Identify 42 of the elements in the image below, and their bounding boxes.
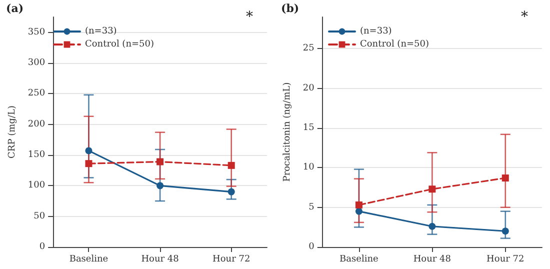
y-tick-label: 100 bbox=[28, 180, 46, 191]
point bbox=[355, 201, 362, 208]
annotation: * bbox=[246, 9, 253, 25]
y-tick-label: 5 bbox=[308, 202, 315, 212]
y-tick-label: 200 bbox=[28, 119, 46, 130]
y-tick-label: 50 bbox=[34, 211, 46, 222]
legend-label: (n=33) bbox=[85, 26, 117, 36]
point bbox=[428, 186, 436, 193]
annotation: * bbox=[521, 9, 528, 25]
point bbox=[428, 222, 436, 230]
point bbox=[156, 158, 164, 166]
point bbox=[85, 160, 92, 168]
y-tick-label: 150 bbox=[28, 150, 46, 160]
x-tick-label: Baseline bbox=[69, 254, 108, 264]
point bbox=[502, 228, 509, 235]
y-axis-title: Procalcitonin (ng/mL) bbox=[282, 82, 292, 182]
y-tick-label: 0 bbox=[308, 242, 315, 252]
legend-label: Control (n=50) bbox=[85, 40, 154, 50]
y-tick-label: 20 bbox=[302, 83, 315, 94]
point bbox=[228, 162, 235, 169]
y-tick-label: 0 bbox=[39, 242, 46, 252]
point bbox=[502, 174, 509, 182]
y-axis-title: CRP (mg/L) bbox=[8, 106, 18, 158]
legend-label: Control (n=50) bbox=[360, 40, 429, 50]
chart-title: (b) bbox=[281, 2, 300, 15]
point bbox=[156, 182, 164, 190]
point bbox=[355, 208, 362, 215]
y-tick-label: 300 bbox=[28, 58, 46, 68]
chart-title: (a) bbox=[6, 2, 24, 15]
y-tick-label: 15 bbox=[302, 123, 315, 134]
point bbox=[85, 147, 92, 154]
x-tick-label: Hour 72 bbox=[212, 254, 250, 264]
legend-label: (n=33) bbox=[360, 26, 392, 36]
x-tick-label: Hour 48 bbox=[141, 254, 180, 264]
y-tick-label: 10 bbox=[302, 162, 315, 173]
x-tick-label: Baseline bbox=[340, 254, 378, 264]
point bbox=[228, 188, 235, 196]
y-tick-label: 250 bbox=[28, 88, 46, 99]
y-tick-label: 350 bbox=[28, 27, 46, 38]
x-tick-label: Hour 72 bbox=[486, 254, 524, 264]
x-tick-label: Hour 48 bbox=[413, 254, 452, 264]
y-tick-label: 25 bbox=[302, 44, 315, 54]
